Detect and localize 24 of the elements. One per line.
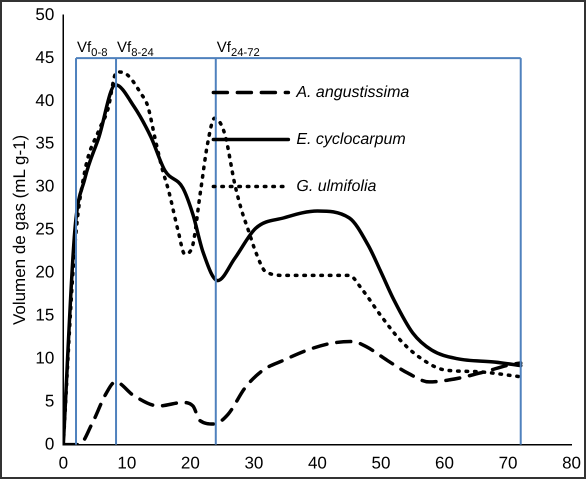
x-tick-label: 30 [244,453,264,472]
x-tick-label: 70 [498,453,518,472]
y-tick-label: 10 [35,348,54,368]
legend-label: G. ulmifolia [296,178,376,195]
x-tick-label: 60 [435,453,454,472]
x-tick-label: 40 [308,453,327,472]
y-axis-title: Volumen de gas (mL g-1) [10,134,29,326]
x-tick-label: 0 [58,453,68,472]
y-tick-label: 15 [35,305,54,324]
y-tick-label: 40 [35,90,54,110]
x-tick-label: 10 [117,453,136,472]
x-tick-label: 50 [371,453,390,472]
x-tick-label: 20 [180,453,200,472]
y-tick-label: 20 [35,262,54,282]
legend-label: A. angustissima [295,84,410,101]
y-tick-label: 5 [44,391,54,410]
y-tick-label: 35 [35,134,54,153]
y-tick-label: 50 [35,4,54,24]
y-tick-label: 0 [44,434,54,454]
y-tick-label: 25 [35,220,54,239]
x-tick-label: 80 [562,453,582,472]
legend-label: E. cyclocarpum [296,130,406,148]
y-tick-label: 30 [35,176,54,196]
y-tick-label: 45 [35,48,54,67]
